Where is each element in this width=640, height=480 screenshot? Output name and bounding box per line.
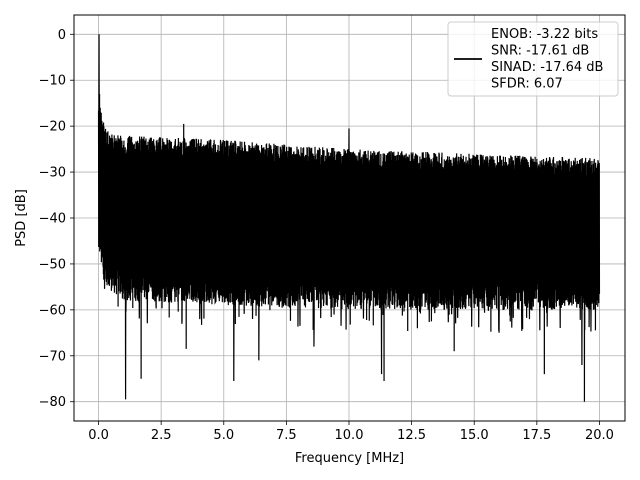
x-tick-label: 0.0 xyxy=(88,428,109,443)
y-tick-label: −80 xyxy=(39,395,66,410)
x-axis-label: Frequency [MHz] xyxy=(295,451,404,466)
psd-series-line xyxy=(97,34,601,402)
y-tick-label: −40 xyxy=(39,212,66,227)
x-tick-label: 17.5 xyxy=(522,428,551,443)
legend-box xyxy=(447,21,619,97)
legend-entry-sinad: SINAD: -17.64 dB xyxy=(491,60,603,75)
legend-entry-sfdr: SFDR: 6.07 xyxy=(491,77,563,92)
x-axis: 0.0 2.5 5.0 7.5 10.0 12.5 15.0 17.5 20.0 xyxy=(88,421,614,443)
y-axis-label: PSD [dB] xyxy=(14,189,29,247)
legend: ENOB: -3.22 bits SNR: -17.61 dB SINAD: -… xyxy=(447,21,619,97)
y-tick-label: −20 xyxy=(39,120,66,135)
x-tick-label: 7.5 xyxy=(276,428,297,443)
plot-area xyxy=(97,34,601,402)
legend-entry-enob: ENOB: -3.22 bits xyxy=(491,27,598,42)
y-tick-label: −60 xyxy=(39,303,66,318)
x-tick-label: 2.5 xyxy=(151,428,172,443)
legend-entry-snr: SNR: -17.61 dB xyxy=(491,44,589,59)
y-axis: 0 −10 −20 −30 −40 −50 −60 −70 −80 xyxy=(39,28,74,410)
x-tick-label: 12.5 xyxy=(397,428,426,443)
x-tick-label: 5.0 xyxy=(213,428,234,443)
x-tick-label: 15.0 xyxy=(460,428,489,443)
y-tick-label: 0 xyxy=(58,28,66,43)
x-tick-label: 20.0 xyxy=(585,428,614,443)
x-tick-label: 10.0 xyxy=(335,428,364,443)
y-tick-label: −50 xyxy=(39,257,66,272)
y-tick-label: −30 xyxy=(39,166,66,181)
y-tick-label: −10 xyxy=(39,74,66,89)
y-tick-label: −70 xyxy=(39,349,66,364)
